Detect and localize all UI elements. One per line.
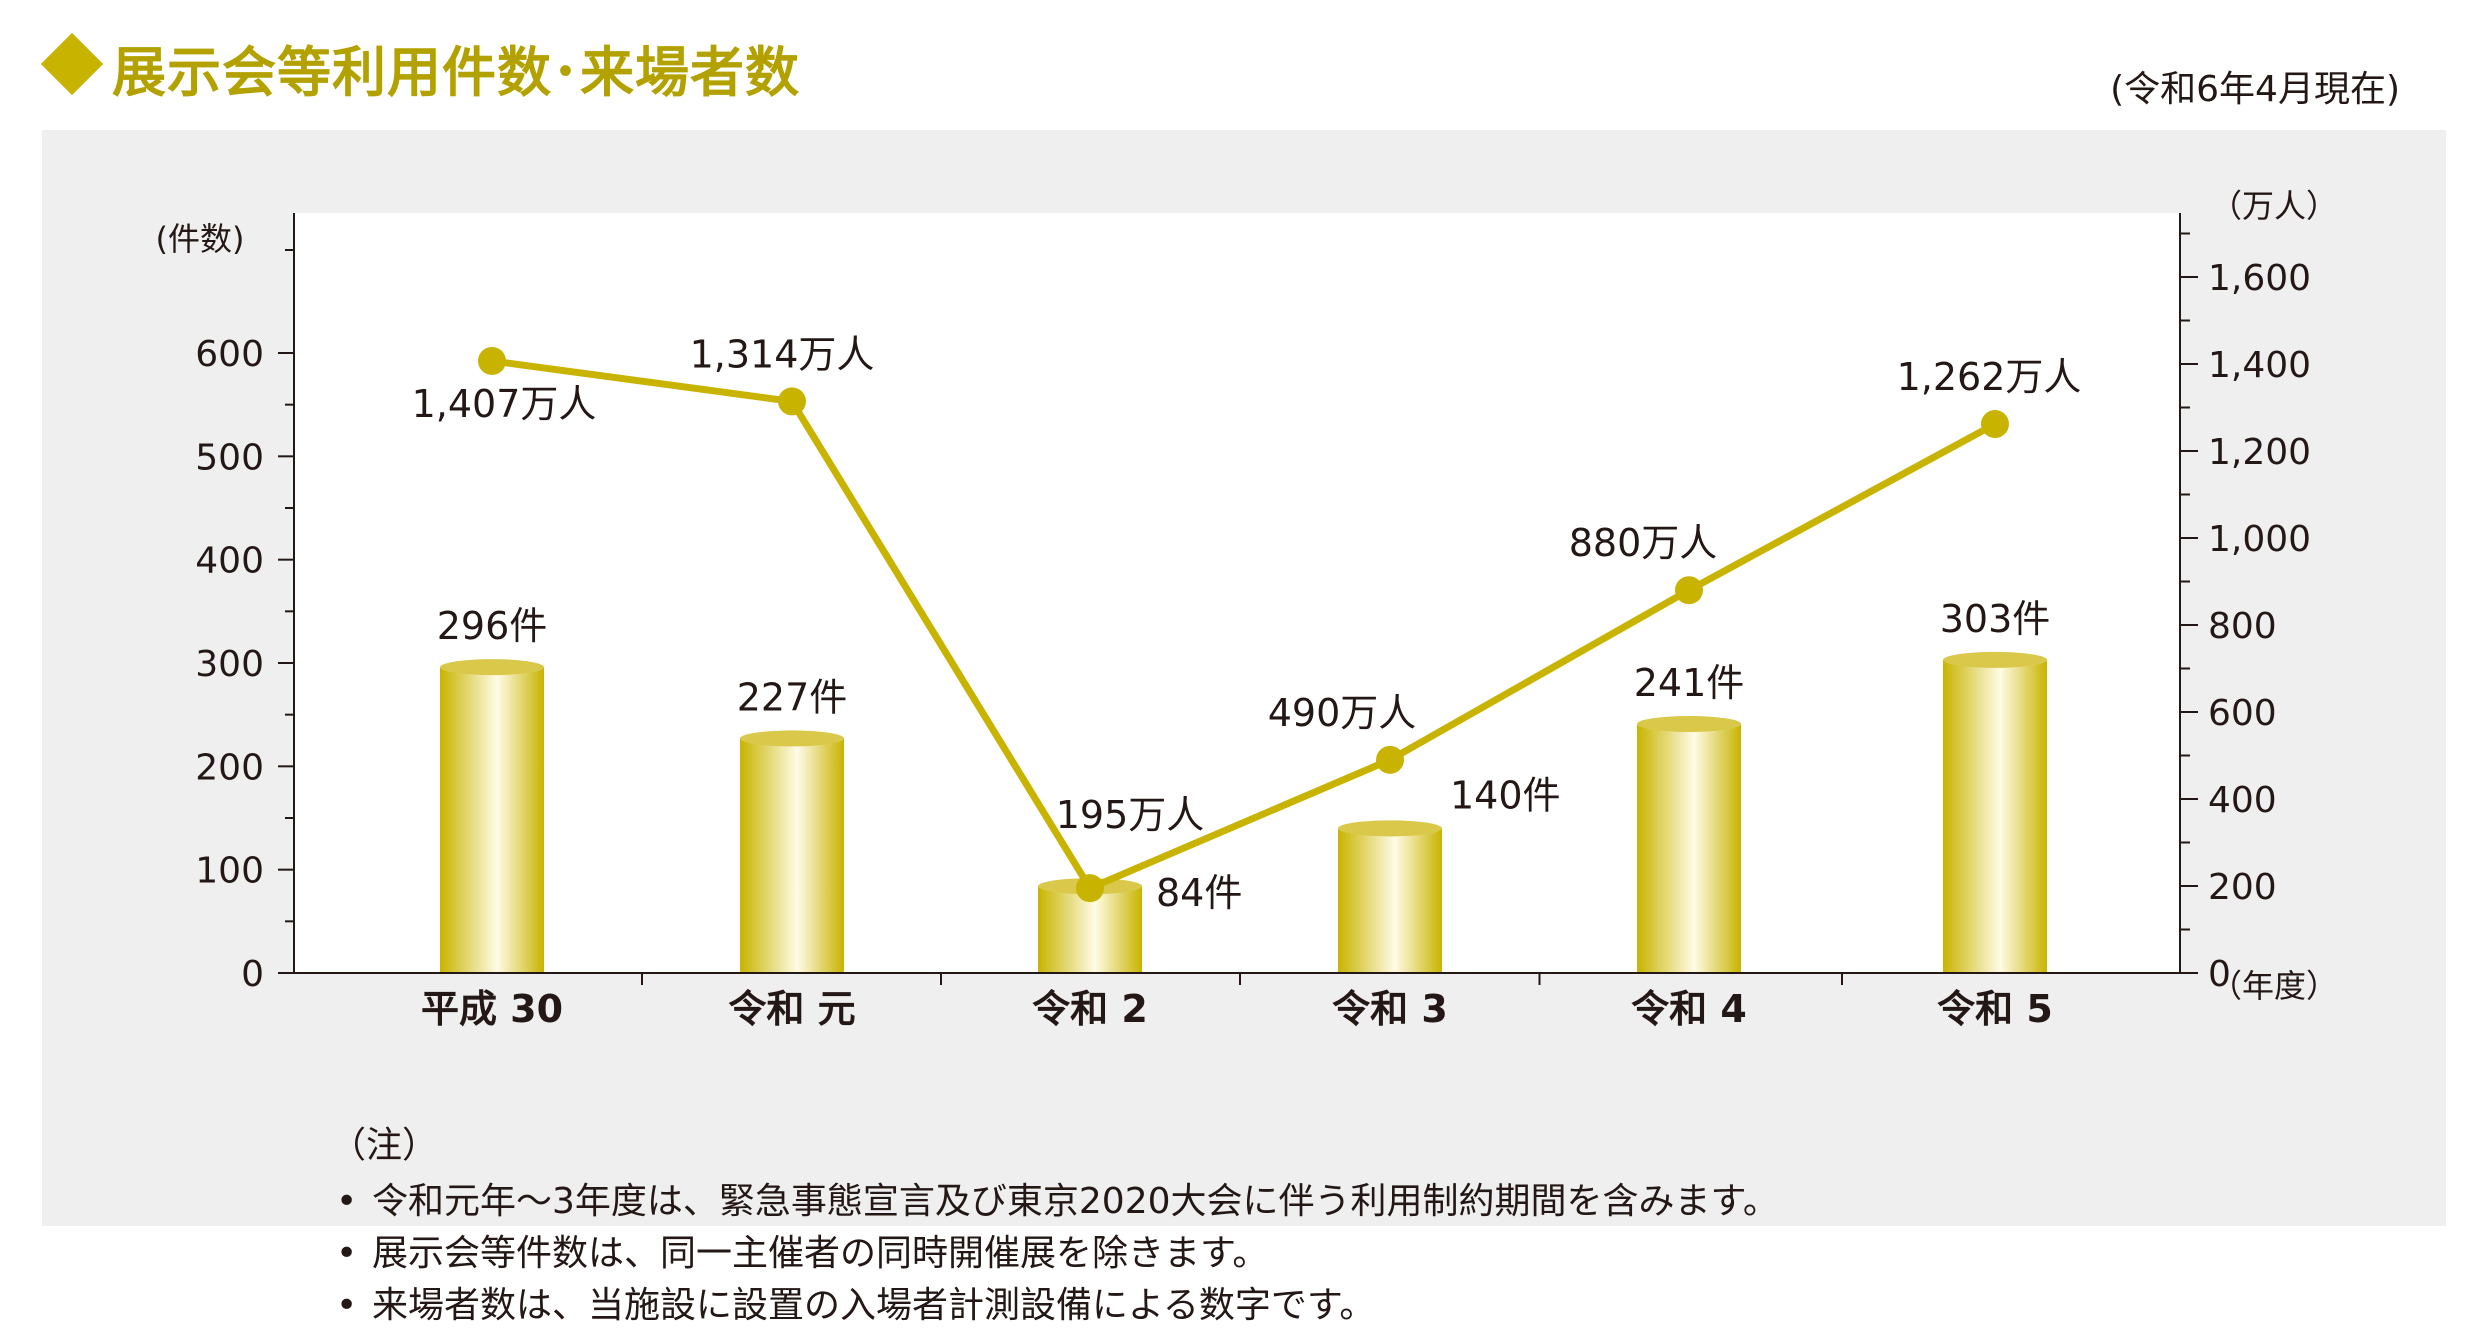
notes: （注） 令和元年～3年度は、緊急事態宣言及び東京2020大会に伴う利用制約期間を…	[330, 1120, 1779, 1332]
line-value-label: 490万人	[1268, 691, 1417, 735]
right-tick-label: 1,400	[2208, 345, 2311, 386]
x-tick-label: 令和 元	[728, 987, 855, 1031]
right-tick-label: 600	[2208, 693, 2277, 734]
line-value-label: 1,262万人	[1897, 355, 2082, 399]
left-tick-label: 500	[195, 437, 264, 478]
line-point	[1981, 410, 2009, 439]
bar-top	[740, 730, 844, 747]
line-point	[1076, 874, 1104, 903]
bar-value-label: 84件	[1156, 871, 1242, 915]
line-value-label: 1,407万人	[412, 382, 597, 426]
right-tick-label: 1,000	[2208, 519, 2311, 560]
bar-value-label: 241件	[1634, 661, 1745, 705]
line-point	[778, 387, 806, 416]
right-tick-label: 1,200	[2208, 432, 2311, 473]
date-note: (令和6年4月現在)	[2110, 69, 2400, 110]
right-tick-label: 200	[2208, 867, 2277, 908]
line-value-label: 1,314万人	[690, 332, 875, 376]
line-point	[1675, 576, 1703, 605]
bar	[740, 738, 844, 973]
right-tick-label: 0	[2208, 954, 2231, 995]
plot-area	[294, 213, 2180, 973]
line-series	[491, 357, 1997, 892]
x-axis-title: （年度）	[2210, 967, 2338, 1005]
left-tick-label: 600	[195, 334, 264, 375]
bar-top	[1943, 651, 2047, 668]
right-tick-label: 1,600	[2208, 258, 2311, 299]
line-value-label: 195万人	[1056, 793, 1205, 837]
x-tick-label: 令和 4	[1631, 987, 1747, 1031]
bar-value-label: 227件	[737, 675, 848, 719]
left-tick-label: 400	[195, 541, 264, 582]
bar	[1338, 828, 1442, 973]
left-tick-label: 300	[195, 644, 264, 685]
right-tick-label: 400	[2208, 780, 2277, 821]
chart-panel: 0 100 200 300 400 500 600 0 200 400 600 800 1,000 1,2…	[42, 130, 2446, 1332]
line-point	[478, 346, 506, 375]
bar-value-label: 303件	[1940, 597, 2051, 641]
bar-value-label: 140件	[1450, 773, 1561, 817]
line-point	[1376, 745, 1404, 774]
chart-title: 展示会等利用件数･来場者数	[112, 41, 800, 104]
note-item: 来場者数は、当施設に設置の入場者計測設備による数字です。	[330, 1280, 1779, 1332]
bar-value-label: 296件	[437, 604, 548, 648]
notes-heading: （注）	[330, 1125, 439, 1166]
bar-top	[1338, 820, 1442, 837]
x-tick-label: 平成 30	[421, 987, 563, 1031]
x-tick-label: 令和 3	[1332, 987, 1448, 1031]
x-tick-label: 令和 2	[1032, 987, 1148, 1031]
line-value-label: 880万人	[1569, 521, 1718, 565]
bar	[440, 667, 544, 973]
diamond-icon	[40, 32, 104, 96]
bar-top	[440, 659, 544, 676]
bar	[1637, 723, 1741, 973]
header: 展示会等利用件数･来場者数 (令和6年4月現在)	[0, 0, 2488, 130]
x-tick-label: 令和 5	[1937, 987, 2053, 1031]
left-tick-label: 100	[195, 851, 264, 892]
left-tick-label: 0	[241, 954, 264, 995]
right-tick-label: 800	[2208, 606, 2277, 647]
combo-chart: 0 100 200 300 400 500 600 0 200 400 600 800 1,000 1,2…	[156, 187, 2339, 1031]
note-item: 展示会等件数は、同一主催者の同時開催展を除きます。	[330, 1228, 1779, 1280]
right-axis-title: （万人）	[2210, 187, 2338, 225]
left-axis-title: (件数)	[156, 220, 245, 258]
bar-top	[1637, 715, 1741, 732]
bar	[1943, 659, 2047, 973]
note-item: 令和元年～3年度は、緊急事態宣言及び東京2020大会に伴う利用制約期間を含みます…	[330, 1176, 1779, 1228]
left-tick-label: 200	[195, 747, 264, 788]
